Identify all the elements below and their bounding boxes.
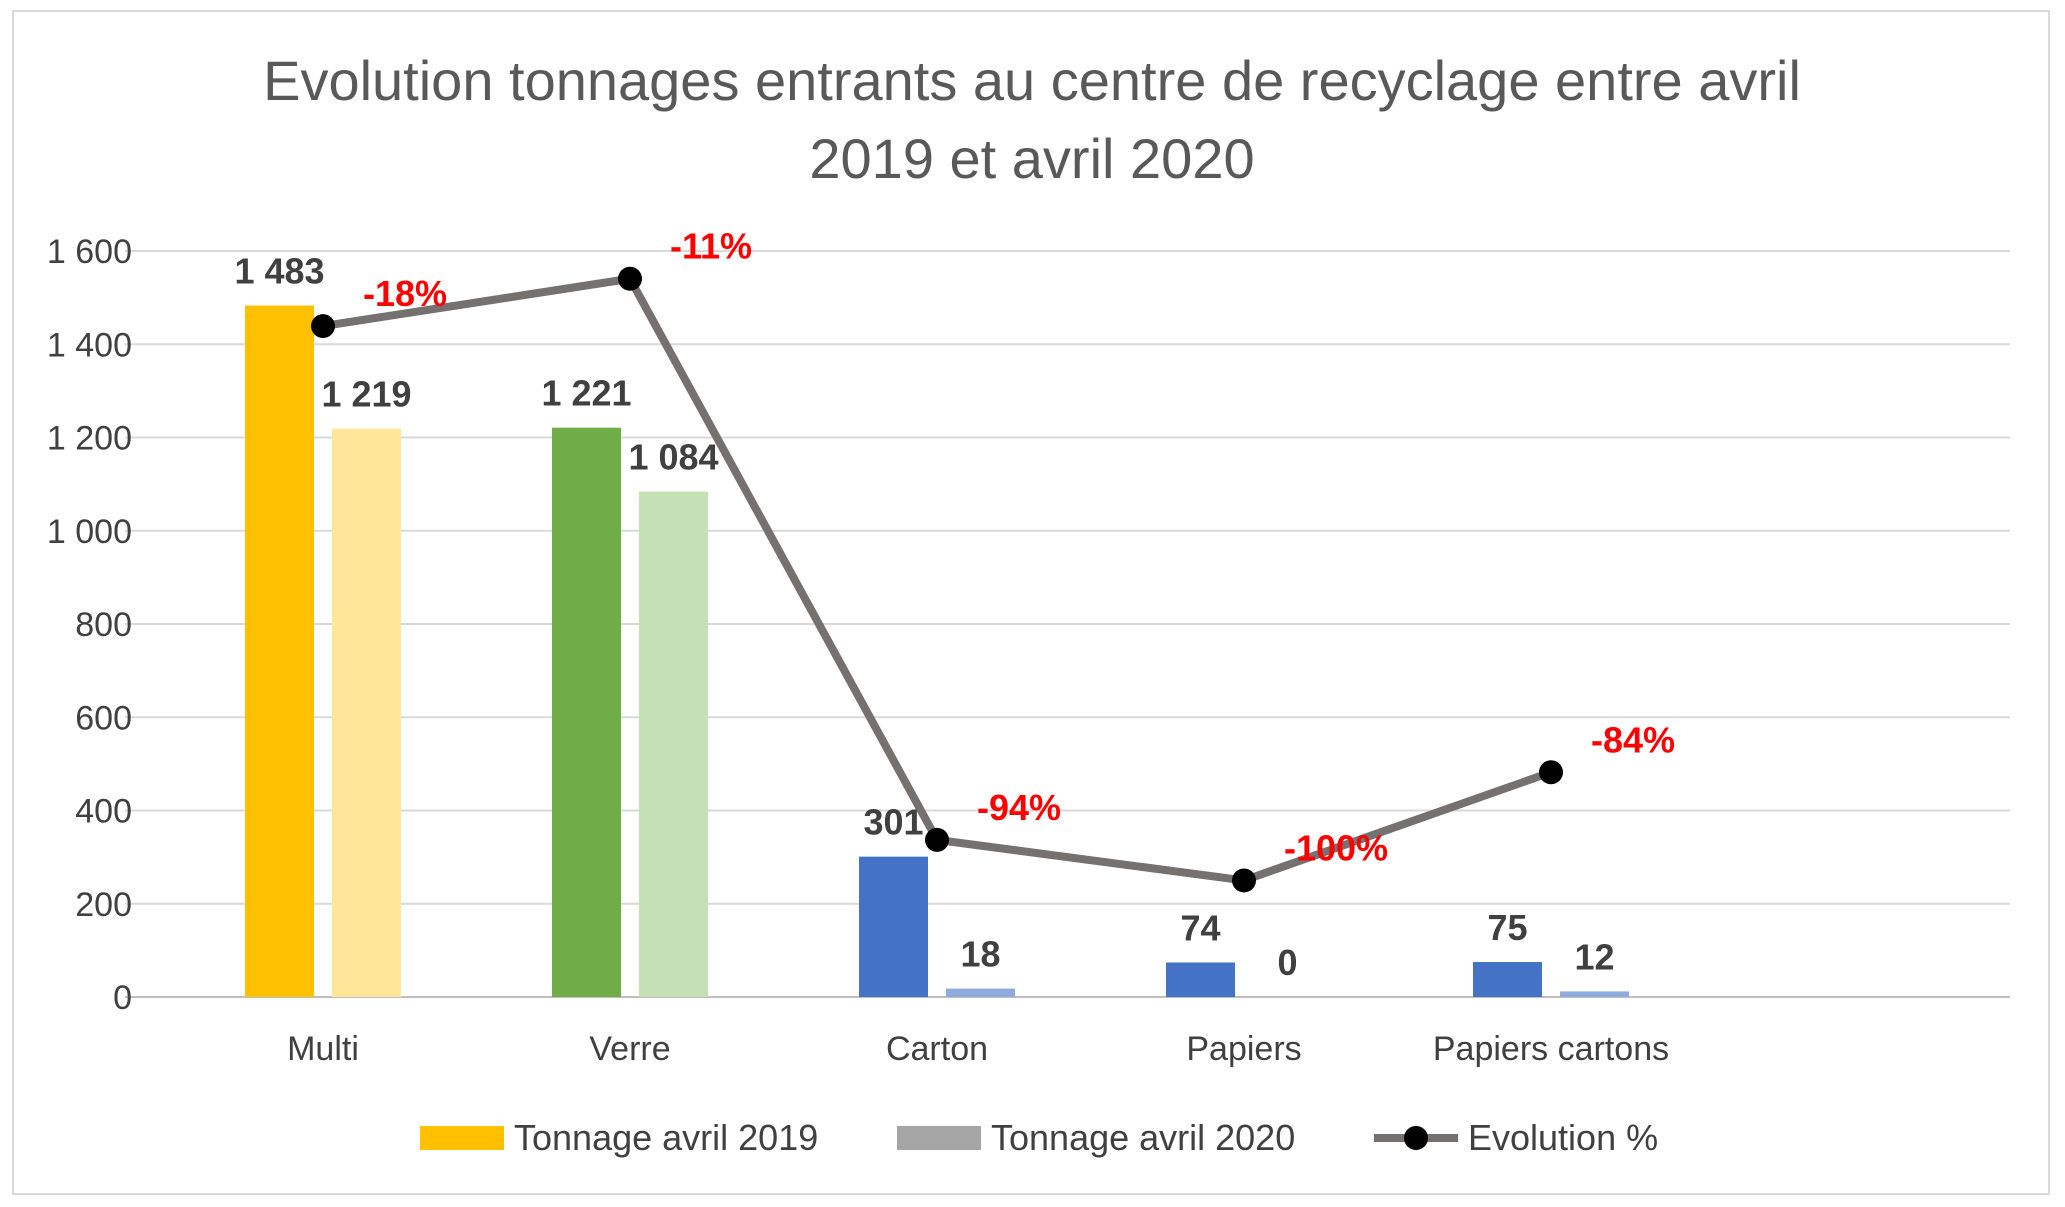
data-label-2019: 301 — [863, 802, 923, 843]
y-tick-label: 1 600 — [47, 233, 132, 271]
y-tick-label: 1 200 — [47, 420, 132, 458]
y-tick-label: 800 — [75, 606, 132, 644]
data-label-2020: 18 — [960, 934, 1000, 975]
bar-2019 — [552, 427, 621, 997]
data-label-2020: 1 219 — [321, 374, 411, 415]
data-label-2019: 1 221 — [541, 373, 631, 414]
evolution-marker — [1232, 868, 1256, 893]
chart-title-line1: Evolution tonnages entrants au centre de… — [263, 49, 1801, 112]
legend-swatch-2020 — [897, 1126, 981, 1150]
data-label-2020: 1 084 — [628, 437, 718, 478]
y-tick-label: 200 — [75, 886, 132, 924]
evolution-label: -11% — [670, 226, 752, 267]
data-label-2019: 1 483 — [234, 251, 324, 292]
evolution-label: -18% — [363, 273, 447, 314]
bar-2020 — [1560, 991, 1629, 997]
chart-title-line2: 2019 et avril 2020 — [809, 127, 1254, 190]
category-label: Papiers — [1186, 1030, 1301, 1068]
legend-marker-evolution — [1404, 1126, 1428, 1150]
data-label-2020: 12 — [1574, 936, 1614, 977]
evolution-polyline — [322, 274, 1553, 885]
evolution-line — [311, 266, 1563, 893]
y-tick-label: 0 — [113, 979, 132, 1017]
x-axis: Multi Verre Carton Papiers Papiers cartons — [287, 1030, 1669, 1068]
bar-2019 — [1473, 962, 1542, 997]
bar-2020 — [639, 491, 708, 997]
evolution-label: -94% — [977, 787, 1061, 828]
bar-2019 — [1166, 962, 1235, 997]
bars — [245, 305, 1629, 997]
evolution-label: -100% — [1284, 827, 1388, 868]
data-label-2020: 0 — [1277, 942, 1297, 983]
bar-2020 — [332, 428, 401, 997]
legend-label-2019: Tonnage avril 2019 — [514, 1117, 818, 1158]
legend-label-evolution: Evolution % — [1468, 1117, 1658, 1158]
y-tick-label: 400 — [75, 793, 132, 831]
category-label: Carton — [886, 1030, 988, 1068]
data-label-2019: 74 — [1180, 907, 1220, 948]
bar-2019 — [859, 856, 928, 997]
bar-2020 — [946, 988, 1015, 997]
y-tick-label: 600 — [75, 699, 132, 737]
data-labels: 1 483 1 219 1 221 1 084 301 18 74 0 75 12 -18% -11%… — [234, 226, 1675, 983]
y-tick-label: 1 400 — [47, 326, 132, 364]
legend-swatch-2019 — [420, 1126, 504, 1150]
evolution-marker — [311, 314, 335, 339]
category-label: Multi — [287, 1030, 359, 1068]
y-tick-label: 1 000 — [47, 513, 132, 551]
y-axis: 0 200 400 600 800 1 000 1 200 1 400 1 600 — [47, 233, 132, 1017]
bar-2019 — [245, 305, 314, 997]
category-label: Verre — [589, 1030, 670, 1068]
evolution-marker — [1539, 760, 1563, 785]
category-label: Papiers cartons — [1433, 1030, 1669, 1068]
evolution-label: -84% — [1591, 719, 1675, 760]
evolution-marker — [618, 266, 642, 291]
legend-label-2020: Tonnage avril 2020 — [991, 1117, 1295, 1158]
evolution-marker — [925, 827, 949, 852]
gridlines — [125, 250, 2010, 998]
legend: Tonnage avril 2019 Tonnage avril 2020 Evol… — [420, 1117, 1658, 1158]
data-label-2019: 75 — [1487, 907, 1527, 948]
